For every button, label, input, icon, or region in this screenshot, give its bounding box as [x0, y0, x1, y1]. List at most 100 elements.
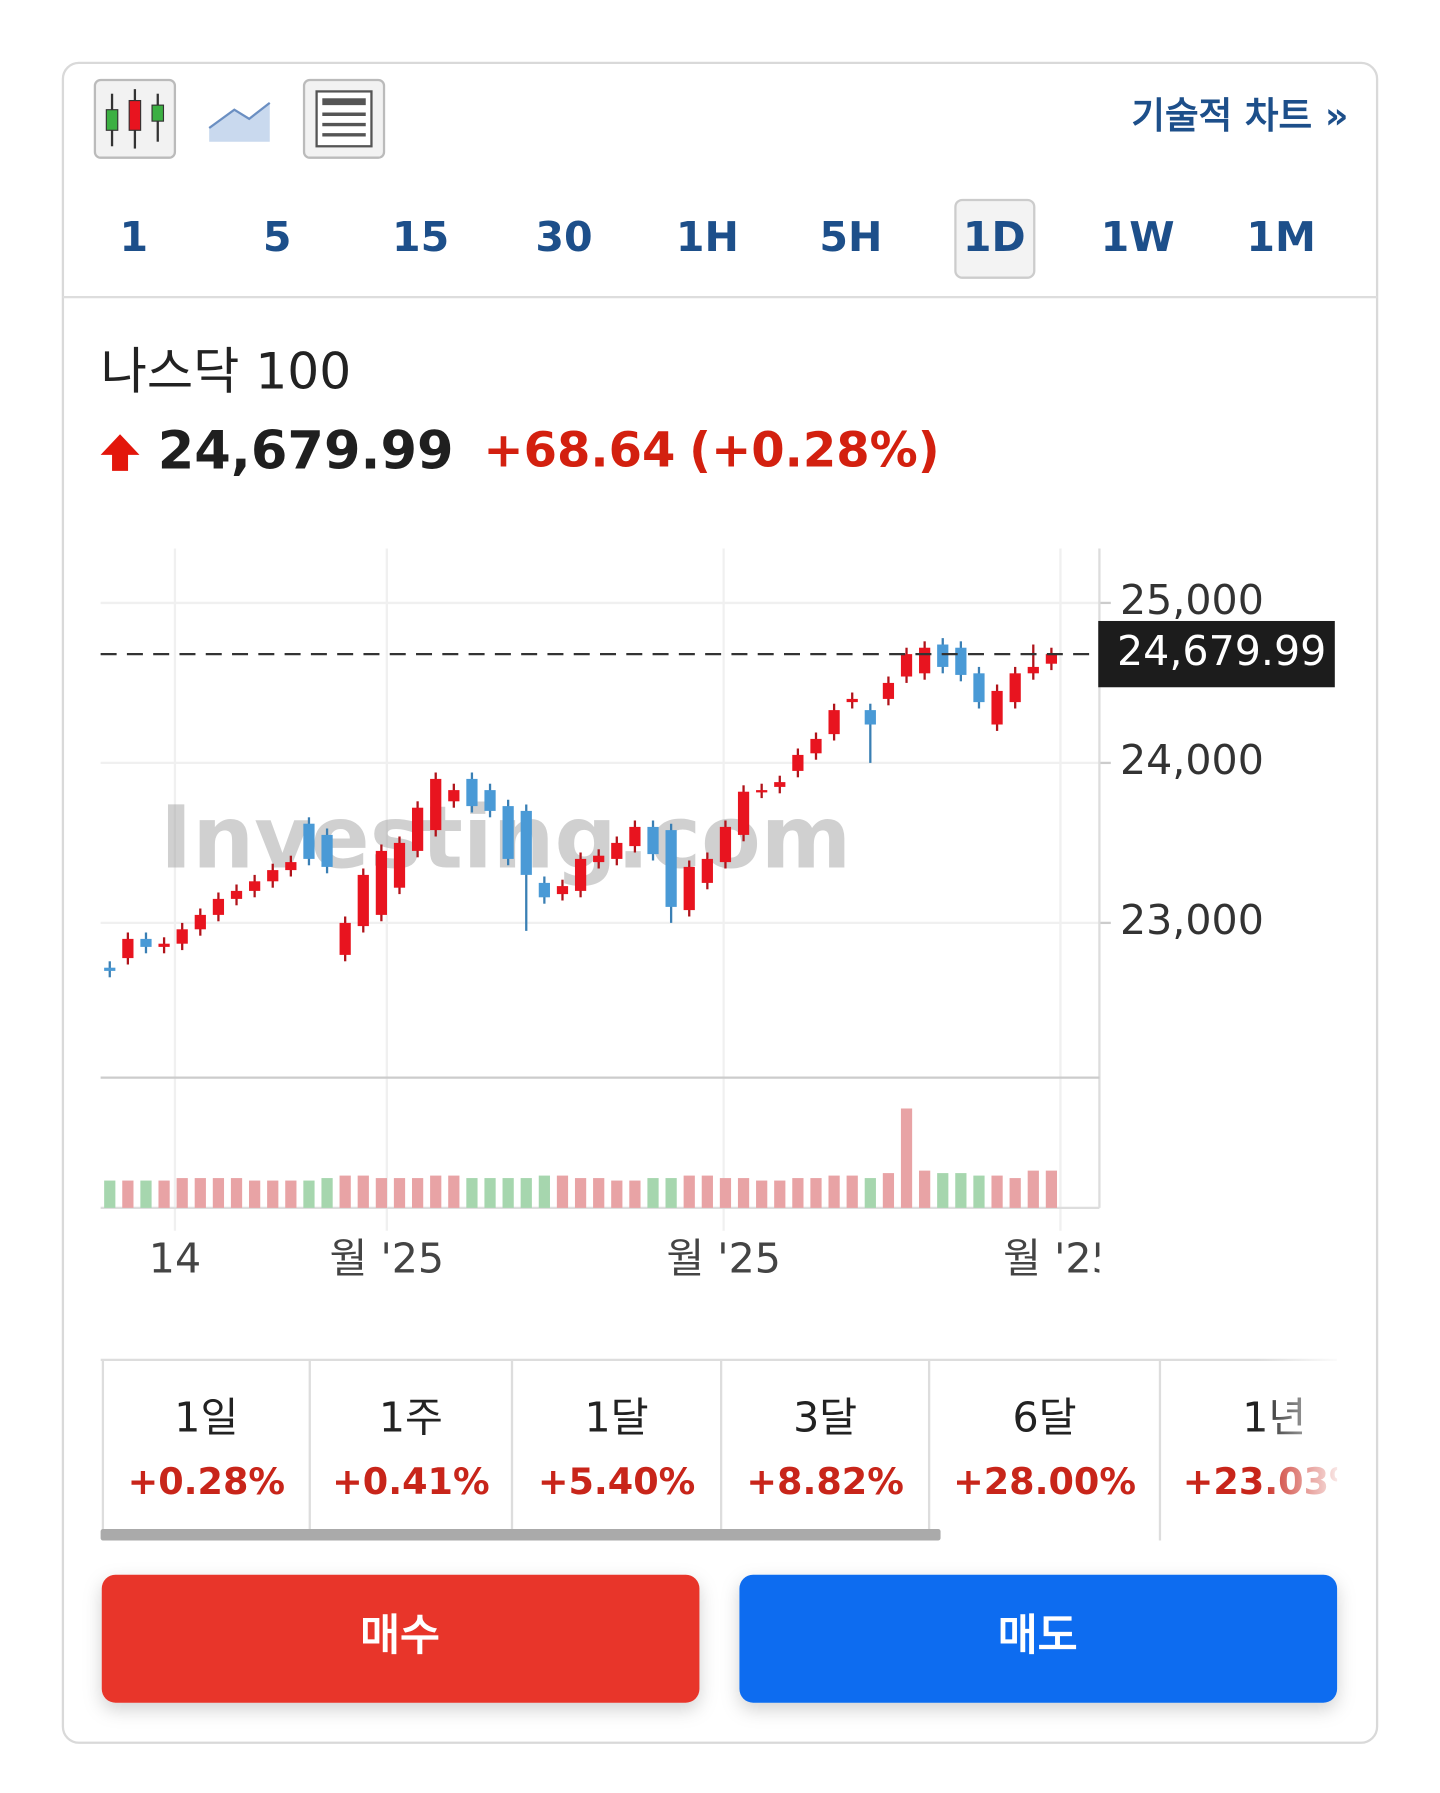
volume-bar [919, 1170, 931, 1208]
perf-period[interactable]: 3달 [793, 1393, 857, 1441]
candle-body [919, 647, 931, 674]
buy-label[interactable]: 매수 [360, 1611, 440, 1661]
interval-tab[interactable]: 1H [676, 213, 739, 261]
candle-body [647, 826, 659, 855]
scrollbar [100, 1529, 941, 1541]
interval-tab[interactable]: 30 [535, 213, 592, 261]
volume-bar [683, 1175, 695, 1208]
candle-body [792, 754, 804, 771]
volume-bar [285, 1180, 297, 1208]
candle-body [122, 938, 134, 959]
volume-bar [574, 1178, 587, 1208]
volume-bar [973, 1175, 985, 1208]
price-change: +68.64 [483, 423, 675, 479]
candle-body [719, 826, 732, 863]
x-tick-label: 14 [149, 1235, 201, 1283]
volume-bar [212, 1178, 225, 1208]
volume-bar [611, 1180, 623, 1208]
price-change-pct: (+0.28%) [689, 423, 940, 479]
volume-bar [737, 1178, 750, 1208]
candle-body [339, 922, 351, 955]
interval-tab[interactable]: 1D [963, 213, 1026, 261]
candle-body [683, 866, 695, 911]
perf-period[interactable]: 1주 [379, 1393, 443, 1441]
candle-body [375, 850, 388, 915]
interval-tab[interactable]: 1 [119, 213, 148, 261]
candle-body [176, 929, 188, 944]
volume-bar [900, 1108, 913, 1208]
perf-change[interactable]: +5.40% [538, 1460, 695, 1503]
interval-tab[interactable]: 1W [1101, 213, 1175, 261]
chart-type-area[interactable] [208, 101, 271, 142]
volume-bar [629, 1180, 641, 1208]
y-tick-label: 25,000 [1120, 576, 1264, 624]
perf-change[interactable]: +8.82% [746, 1460, 903, 1503]
interval-tab[interactable]: 5 [263, 213, 292, 261]
volume-bar [828, 1175, 840, 1208]
sell-label[interactable]: 매도 [998, 1611, 1078, 1661]
candle-body [303, 823, 315, 859]
perf-change[interactable]: +0.41% [332, 1460, 489, 1503]
candle-body [665, 830, 677, 907]
candle-body [285, 862, 297, 871]
perf-change[interactable]: +0.28% [128, 1460, 285, 1503]
candle-body [629, 826, 641, 847]
x-tick-label: 월 '25 [1003, 1235, 1118, 1283]
candle-body [230, 890, 243, 899]
candle-body [520, 810, 532, 875]
candle-body [194, 914, 206, 930]
volume-bar [846, 1175, 858, 1208]
perf-period[interactable]: 1달 [585, 1393, 649, 1441]
candle-body [357, 874, 369, 927]
candle-body [448, 790, 460, 802]
last-price-label: 24,679.99 [1117, 627, 1326, 675]
volume-bar [158, 1180, 170, 1208]
volume-bar [810, 1178, 822, 1208]
candle-body [737, 791, 750, 835]
chart-type-news[interactable] [302, 78, 386, 159]
volume-bar [756, 1180, 768, 1208]
volume-bar [430, 1175, 442, 1208]
volume-bar [122, 1180, 134, 1208]
volume-bar [502, 1178, 514, 1208]
candle-body [611, 842, 623, 859]
candle-body [900, 654, 913, 677]
candle-body [411, 807, 424, 851]
volume-bar [104, 1180, 116, 1208]
volume-bar [339, 1175, 351, 1208]
candle-body [484, 790, 496, 811]
interval-tab[interactable]: 15 [392, 213, 449, 261]
perf-change[interactable]: +28.00% [953, 1460, 1136, 1503]
volume-bar [937, 1173, 949, 1208]
up-arrow [100, 434, 140, 471]
interval-tab[interactable]: 5H [819, 213, 882, 261]
candle-body [774, 782, 786, 787]
candle-body [882, 682, 895, 699]
candle-body [267, 870, 279, 882]
candle-body [846, 698, 858, 703]
perf-period[interactable]: 1일 [174, 1393, 238, 1441]
volume-bar [556, 1175, 569, 1208]
y-tick-label: 23,000 [1120, 896, 1264, 944]
interval-tab[interactable]: 1M [1246, 213, 1316, 261]
volume-bar [864, 1178, 876, 1208]
perf-period[interactable]: 6달 [1013, 1393, 1077, 1441]
volume-bar [520, 1178, 532, 1208]
candle-body [828, 710, 840, 735]
candle-body [104, 967, 116, 971]
candle-body [212, 898, 225, 915]
volume-bar [321, 1178, 333, 1208]
volume-bar [1045, 1170, 1058, 1208]
volume-bar [357, 1175, 369, 1208]
chart-type-candle[interactable] [93, 78, 177, 159]
volume-bar [991, 1175, 1003, 1208]
buy-button[interactable] [101, 1574, 700, 1703]
technical-chart-link[interactable]: 기술적 차트 » [1131, 94, 1348, 137]
candle-body [466, 778, 478, 807]
plot: 14 월 '25 월 '25 월 '25 [149, 548, 1118, 1283]
instrument-name: 나스닥 100 [101, 341, 352, 400]
price: 24,679.99 [158, 420, 454, 481]
sell-button[interactable] [739, 1574, 1338, 1703]
volume-bar [230, 1178, 243, 1208]
